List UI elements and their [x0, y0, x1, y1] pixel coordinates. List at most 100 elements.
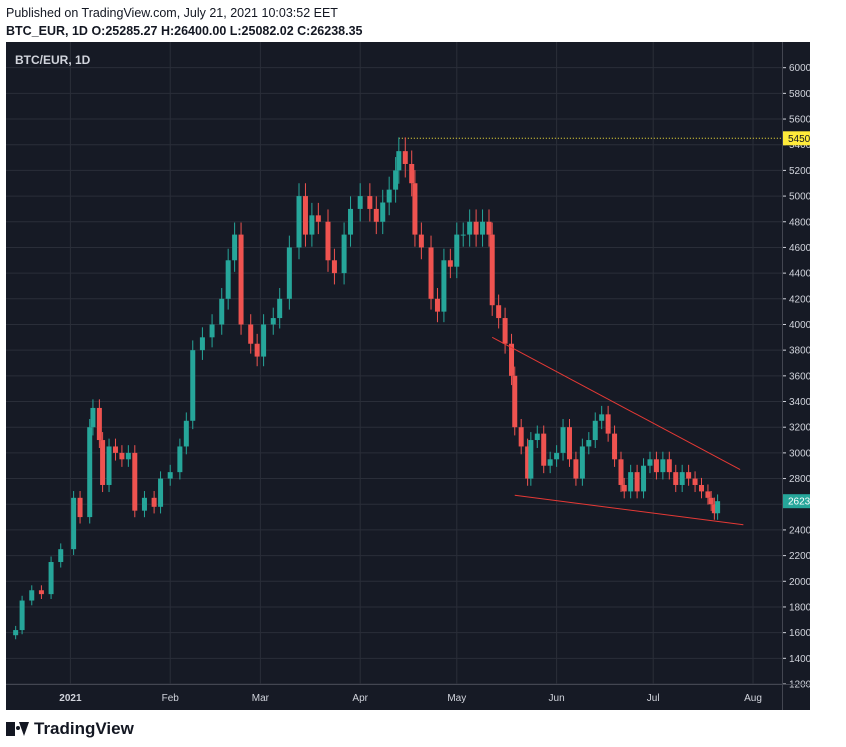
candle-body [277, 298, 283, 319]
y-tick-label: 60000.00 [789, 63, 810, 74]
candle-body [87, 427, 93, 518]
candle-body [261, 324, 267, 357]
candle-body [496, 305, 502, 319]
candle-body [286, 247, 292, 299]
y-tick-label: 40000.00 [789, 320, 810, 331]
y-tick-label: 32000.00 [789, 423, 810, 434]
candle-body [100, 440, 106, 485]
candle-body [151, 497, 157, 507]
candle-body [296, 196, 302, 248]
candle-body [331, 260, 337, 274]
chart-header: Published on TradingView.com, July 21, 2… [6, 4, 362, 40]
candle-body [489, 234, 495, 306]
candle-body [418, 234, 424, 248]
candle-body [486, 221, 492, 235]
candle-body [167, 472, 173, 479]
candle-body [302, 196, 308, 235]
footer: TradingView [6, 718, 134, 740]
y-tick-label: 38000.00 [789, 346, 810, 357]
candle-body [673, 472, 679, 485]
y-tick-label: 34000.00 [789, 397, 810, 408]
candle-body [512, 375, 518, 428]
candle-body [119, 452, 125, 460]
y-tick-label: 54000.00 [789, 140, 810, 151]
last-price-badge [783, 494, 810, 509]
candle-body [525, 446, 531, 479]
candle-body [96, 407, 102, 441]
x-tick-label: Feb [162, 693, 180, 704]
candle-body [315, 215, 321, 222]
candle-body [412, 183, 418, 235]
trendline [491, 336, 741, 471]
candle-body [19, 600, 25, 631]
x-tick-label: Mar [252, 693, 270, 704]
y-tick-label: 28000.00 [789, 474, 810, 485]
x-tick-label: Jul [647, 693, 660, 704]
candle-body [393, 170, 399, 190]
chart-title: BTC/EUR, 1D [15, 53, 91, 67]
candle-body [125, 452, 131, 460]
candle-body [634, 472, 640, 492]
trendline [514, 494, 744, 526]
candle-body [434, 298, 440, 312]
last-price-label: 26238.35 [788, 497, 810, 508]
candle-body [473, 221, 479, 235]
candle-body [106, 446, 112, 485]
y-tick-label: 24000.00 [789, 525, 810, 536]
candle-body [225, 260, 231, 299]
candle-body [554, 452, 560, 460]
candle-body [705, 491, 711, 498]
candle-body [612, 433, 618, 460]
candle-body [428, 247, 434, 299]
candle-body [534, 433, 540, 441]
candle-body [711, 504, 717, 514]
candle-body [566, 427, 572, 460]
candle-body [183, 420, 189, 447]
candle-body [679, 472, 685, 485]
candle-body [460, 234, 466, 236]
candle-body [177, 446, 183, 473]
candle-body [518, 427, 524, 447]
symbol-line: BTC_EUR, 1D [6, 24, 88, 38]
candle-body [467, 221, 473, 235]
candle-body [653, 459, 659, 473]
horizontal-line-label: 54500.00 [788, 134, 810, 145]
candle-body [641, 465, 647, 492]
candle-body [158, 478, 164, 507]
candle-body [409, 163, 415, 184]
y-tick-label: 58000.00 [789, 89, 810, 100]
candle-body [29, 590, 35, 601]
x-tick-label: 2021 [59, 693, 82, 704]
candle-body [141, 497, 147, 511]
candle-body [380, 202, 386, 222]
y-tick-label: 52000.00 [789, 166, 810, 177]
candle-body [357, 196, 363, 209]
y-tick-label: 30000.00 [789, 448, 810, 459]
price-chart[interactable]: 12000.0014000.0016000.0018000.0020000.00… [6, 42, 810, 710]
candle-body [270, 318, 276, 325]
y-tick-label: 48000.00 [789, 217, 810, 228]
candle-body [560, 427, 566, 453]
candle-body [480, 221, 486, 235]
candle-body [692, 478, 698, 485]
tradingview-logo-text: TradingView [34, 719, 134, 738]
candle-body [447, 260, 453, 267]
candle-body [666, 459, 672, 473]
candle-body [573, 459, 579, 479]
candle-body [699, 484, 705, 492]
y-tick-label: 14000.00 [789, 654, 810, 665]
candle-body [618, 459, 624, 485]
candle-body [592, 420, 598, 441]
candle-body [71, 497, 77, 550]
candle-body [325, 221, 331, 261]
candle-body [309, 215, 315, 235]
candle-body [605, 414, 611, 434]
candle-body [586, 440, 592, 447]
candle-body [547, 459, 553, 466]
candle-body [579, 446, 585, 479]
y-tick-label: 18000.00 [789, 602, 810, 613]
candle-body [402, 151, 408, 164]
candle-body [77, 497, 83, 518]
y-tick-label: 20000.00 [789, 577, 810, 588]
candle-body [367, 196, 373, 209]
